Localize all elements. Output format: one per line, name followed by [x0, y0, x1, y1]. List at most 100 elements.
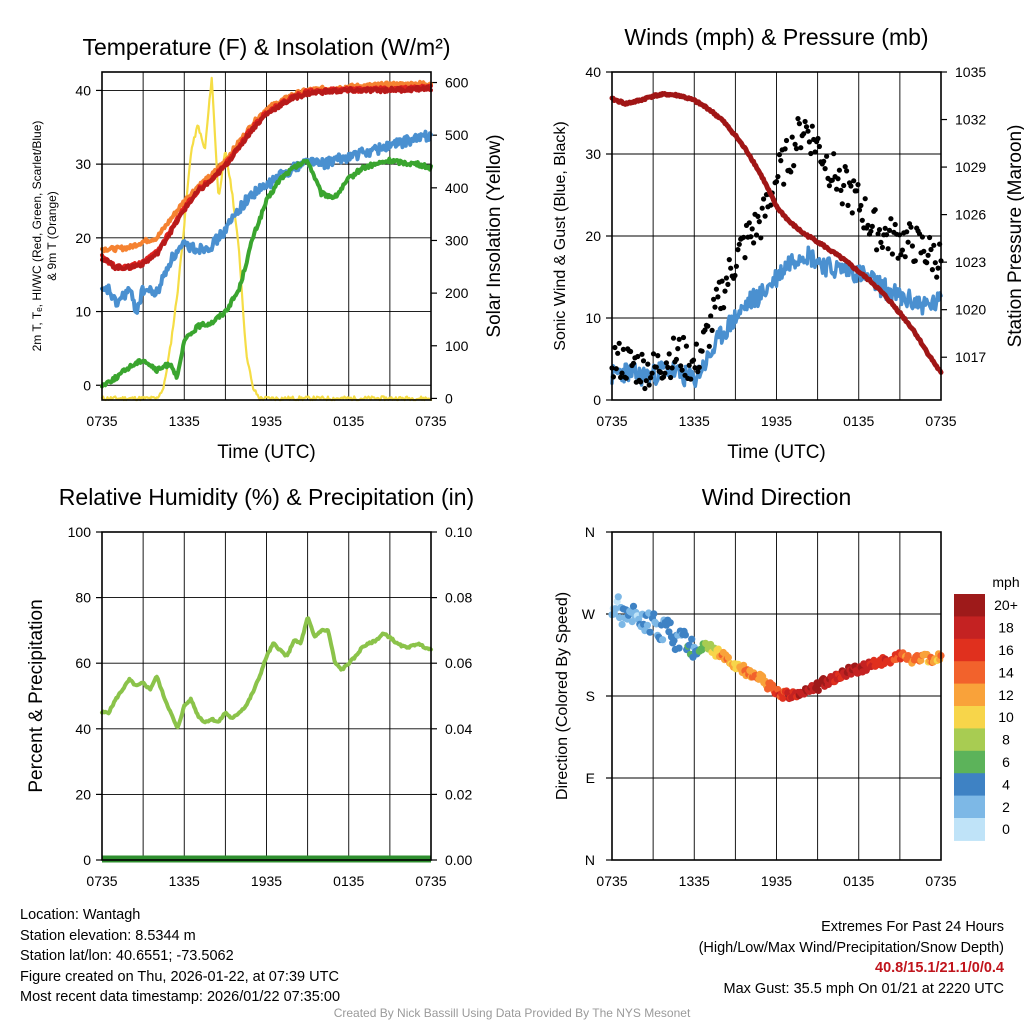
gust-point	[855, 182, 861, 188]
gust-point	[838, 187, 844, 193]
gust-point	[783, 137, 790, 144]
x-tick-label: 1335	[169, 873, 200, 889]
colorbar-label: 18	[998, 620, 1014, 636]
gust-point	[746, 220, 752, 226]
series-line	[100, 76, 433, 402]
gust-point	[879, 244, 886, 250]
y2-tick-label: 0.04	[445, 721, 472, 737]
y-tick-label: 40	[75, 82, 91, 98]
chart-title: Temperature (F) & Insolation (W/m²)	[82, 34, 450, 60]
gust-point	[775, 174, 781, 180]
gust-point	[798, 145, 804, 151]
gust-point	[676, 336, 682, 342]
gust-point	[822, 166, 828, 172]
gust-point	[648, 375, 654, 381]
gust-point	[932, 260, 938, 266]
gust-point	[736, 241, 742, 247]
x-tick-label: 0135	[333, 413, 364, 429]
gust-point	[675, 346, 681, 352]
direction-point	[629, 602, 638, 610]
y2-tick-label: 0.06	[445, 655, 472, 671]
gust-point	[662, 370, 668, 376]
gust-point	[639, 351, 645, 357]
y-tick-label: 10	[585, 310, 601, 326]
gust-point	[712, 304, 718, 310]
gust-point	[842, 164, 848, 170]
gust-point	[748, 234, 754, 240]
x-axis-label: Time (UTC)	[217, 442, 316, 463]
gust-points	[609, 116, 944, 392]
gust-point	[643, 378, 649, 384]
gust-point	[841, 182, 847, 189]
gust-point	[896, 232, 903, 238]
gust-point	[623, 375, 629, 381]
colorbar-label: 10	[998, 709, 1014, 725]
gust-point	[655, 353, 661, 359]
y-tick-label: 20	[75, 786, 91, 802]
y-tick-label: E	[586, 770, 595, 786]
colorbar-label: 16	[998, 642, 1014, 658]
gust-point	[899, 247, 906, 253]
gust-point	[719, 278, 725, 284]
x-tick-label: 0135	[843, 413, 874, 429]
gust-point	[616, 340, 622, 346]
gust-point	[762, 213, 768, 219]
colorbar-swatch	[954, 616, 985, 640]
direction-point	[714, 645, 722, 653]
gust-point	[702, 327, 708, 333]
gust-point	[749, 226, 755, 232]
gust-point	[678, 363, 684, 369]
gust-point	[683, 343, 690, 349]
extremes-panel: Extremes For Past 24 Hours (High/Low/Max…	[699, 917, 1004, 999]
y2-tick-label: 1020	[955, 302, 986, 318]
gust-point	[858, 202, 864, 209]
y2-tick-label: 1032	[955, 112, 986, 128]
gust-point	[778, 158, 784, 164]
gust-point	[931, 242, 937, 248]
gust-point	[844, 168, 850, 174]
temperature-chart: 0102030400100200300400500600Temperature …	[30, 34, 505, 463]
gust-point	[834, 186, 840, 192]
gust-point	[835, 176, 841, 182]
gust-point	[888, 216, 894, 222]
gust-point	[742, 255, 748, 261]
x-tick-label: 0735	[415, 413, 446, 429]
gust-point	[905, 239, 911, 245]
gust-point	[653, 364, 659, 370]
gust-point	[882, 225, 888, 231]
y-axis-label: Percent & Precipitation	[26, 599, 47, 792]
colorbar-swatch	[954, 661, 985, 685]
y2-tick-label: 0.02	[445, 786, 472, 802]
gust-point	[696, 364, 702, 370]
gust-point	[663, 360, 670, 366]
gust-point	[874, 247, 880, 253]
colorbar-swatch	[954, 706, 985, 729]
gust-point	[615, 350, 621, 356]
gust-point	[854, 188, 860, 194]
y2-tick-label: 1029	[955, 159, 986, 175]
y-axis-label: 2m T, Tₑ, HI/WC (Red, Green, Scarlet/Blu…	[30, 121, 44, 352]
gust-point	[758, 235, 764, 241]
gust-point	[831, 151, 837, 157]
y-axis-label: Sonic Wind & Gust (Blue, Black)	[552, 121, 569, 350]
extremes-subtitle: (High/Low/Max Wind/Precipitation/Snow De…	[698, 939, 1004, 956]
gust-point	[680, 334, 687, 341]
gust-point	[862, 196, 868, 202]
gust-point	[796, 121, 803, 127]
direction-point	[616, 614, 624, 622]
gust-point	[904, 229, 910, 235]
series-line	[100, 156, 433, 389]
gust-point	[613, 366, 619, 372]
humidity-chart: 0 20 40 60 80 100 0.00 0.02 0.04 0.06 0.08 0.10 Rela…	[26, 484, 474, 889]
gust-point	[806, 139, 813, 145]
y2-tick-label: 0	[445, 390, 453, 406]
gust-point	[759, 205, 765, 211]
gust-point	[635, 353, 641, 360]
credit-line: Created By Nick Bassill Using Data Provi…	[333, 1006, 691, 1020]
gust-point	[668, 374, 674, 381]
y2-axis-label: Station Pressure (Maroon)	[1005, 125, 1024, 348]
gust-point	[658, 369, 664, 375]
series-line	[100, 616, 433, 730]
gust-point	[851, 178, 857, 184]
y2-tick-label: 300	[445, 232, 469, 248]
